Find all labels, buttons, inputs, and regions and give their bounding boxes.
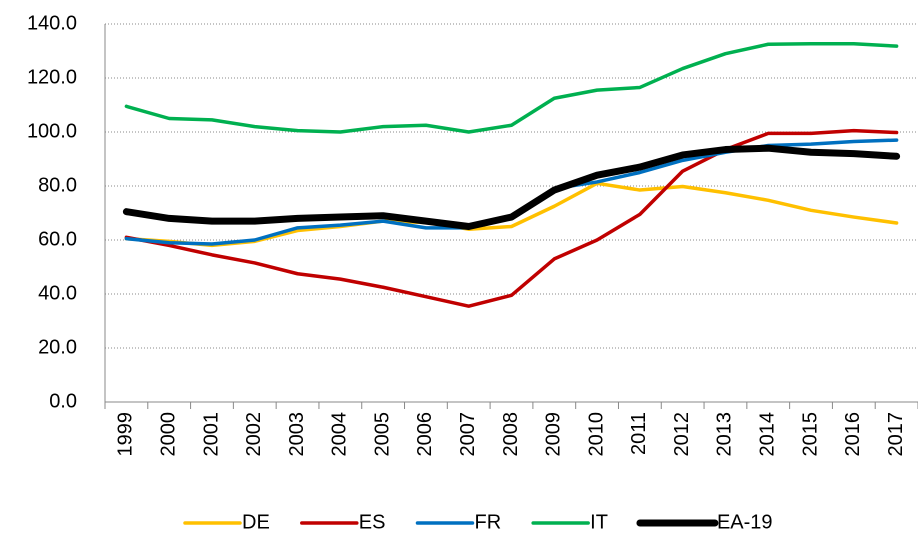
x-tick-label: 2000 xyxy=(157,412,179,457)
x-tick-label: 2002 xyxy=(243,412,265,457)
x-tick-label: 2013 xyxy=(714,412,736,457)
x-tick-label: 2007 xyxy=(457,412,479,457)
x-tick-label: 2009 xyxy=(543,412,565,457)
y-tick-label: 120.0 xyxy=(27,66,77,88)
x-tick-label: 2015 xyxy=(799,412,821,457)
series-line xyxy=(124,138,899,246)
y-tick-label: 40.0 xyxy=(38,282,77,304)
x-tick-label: 2008 xyxy=(500,412,522,457)
legend-label: EA-19 xyxy=(717,511,773,533)
x-tick-label: 2017 xyxy=(885,412,907,457)
series-line xyxy=(124,128,899,308)
y-tick-label: 140.0 xyxy=(27,12,77,34)
x-tick-label: 2001 xyxy=(200,412,222,457)
legend-label: IT xyxy=(590,511,608,533)
x-tick-label: 2006 xyxy=(414,412,436,457)
x-tick-label: 2003 xyxy=(286,412,308,457)
x-tick-label: 1999 xyxy=(115,412,137,457)
x-tick-label: 2011 xyxy=(628,412,650,455)
x-tick-label: 2014 xyxy=(757,412,779,457)
legend-label: FR xyxy=(474,511,501,533)
x-tick-label: 2010 xyxy=(585,412,607,457)
y-tick-label: 20.0 xyxy=(38,336,77,358)
series-line xyxy=(124,41,899,134)
y-tick-label: 0.0 xyxy=(49,390,77,412)
x-tick-label: 2016 xyxy=(842,412,864,457)
legend-label: DE xyxy=(242,511,270,533)
y-tick-label: 80.0 xyxy=(38,174,77,196)
x-tick-label: 2004 xyxy=(329,412,351,457)
y-tick-label: 100.0 xyxy=(27,120,77,142)
legend-label: ES xyxy=(359,511,386,533)
y-tick-label: 60.0 xyxy=(38,228,77,250)
x-tick-label: 2005 xyxy=(371,412,393,457)
x-tick-label: 2012 xyxy=(671,412,693,457)
series-line xyxy=(122,144,901,230)
